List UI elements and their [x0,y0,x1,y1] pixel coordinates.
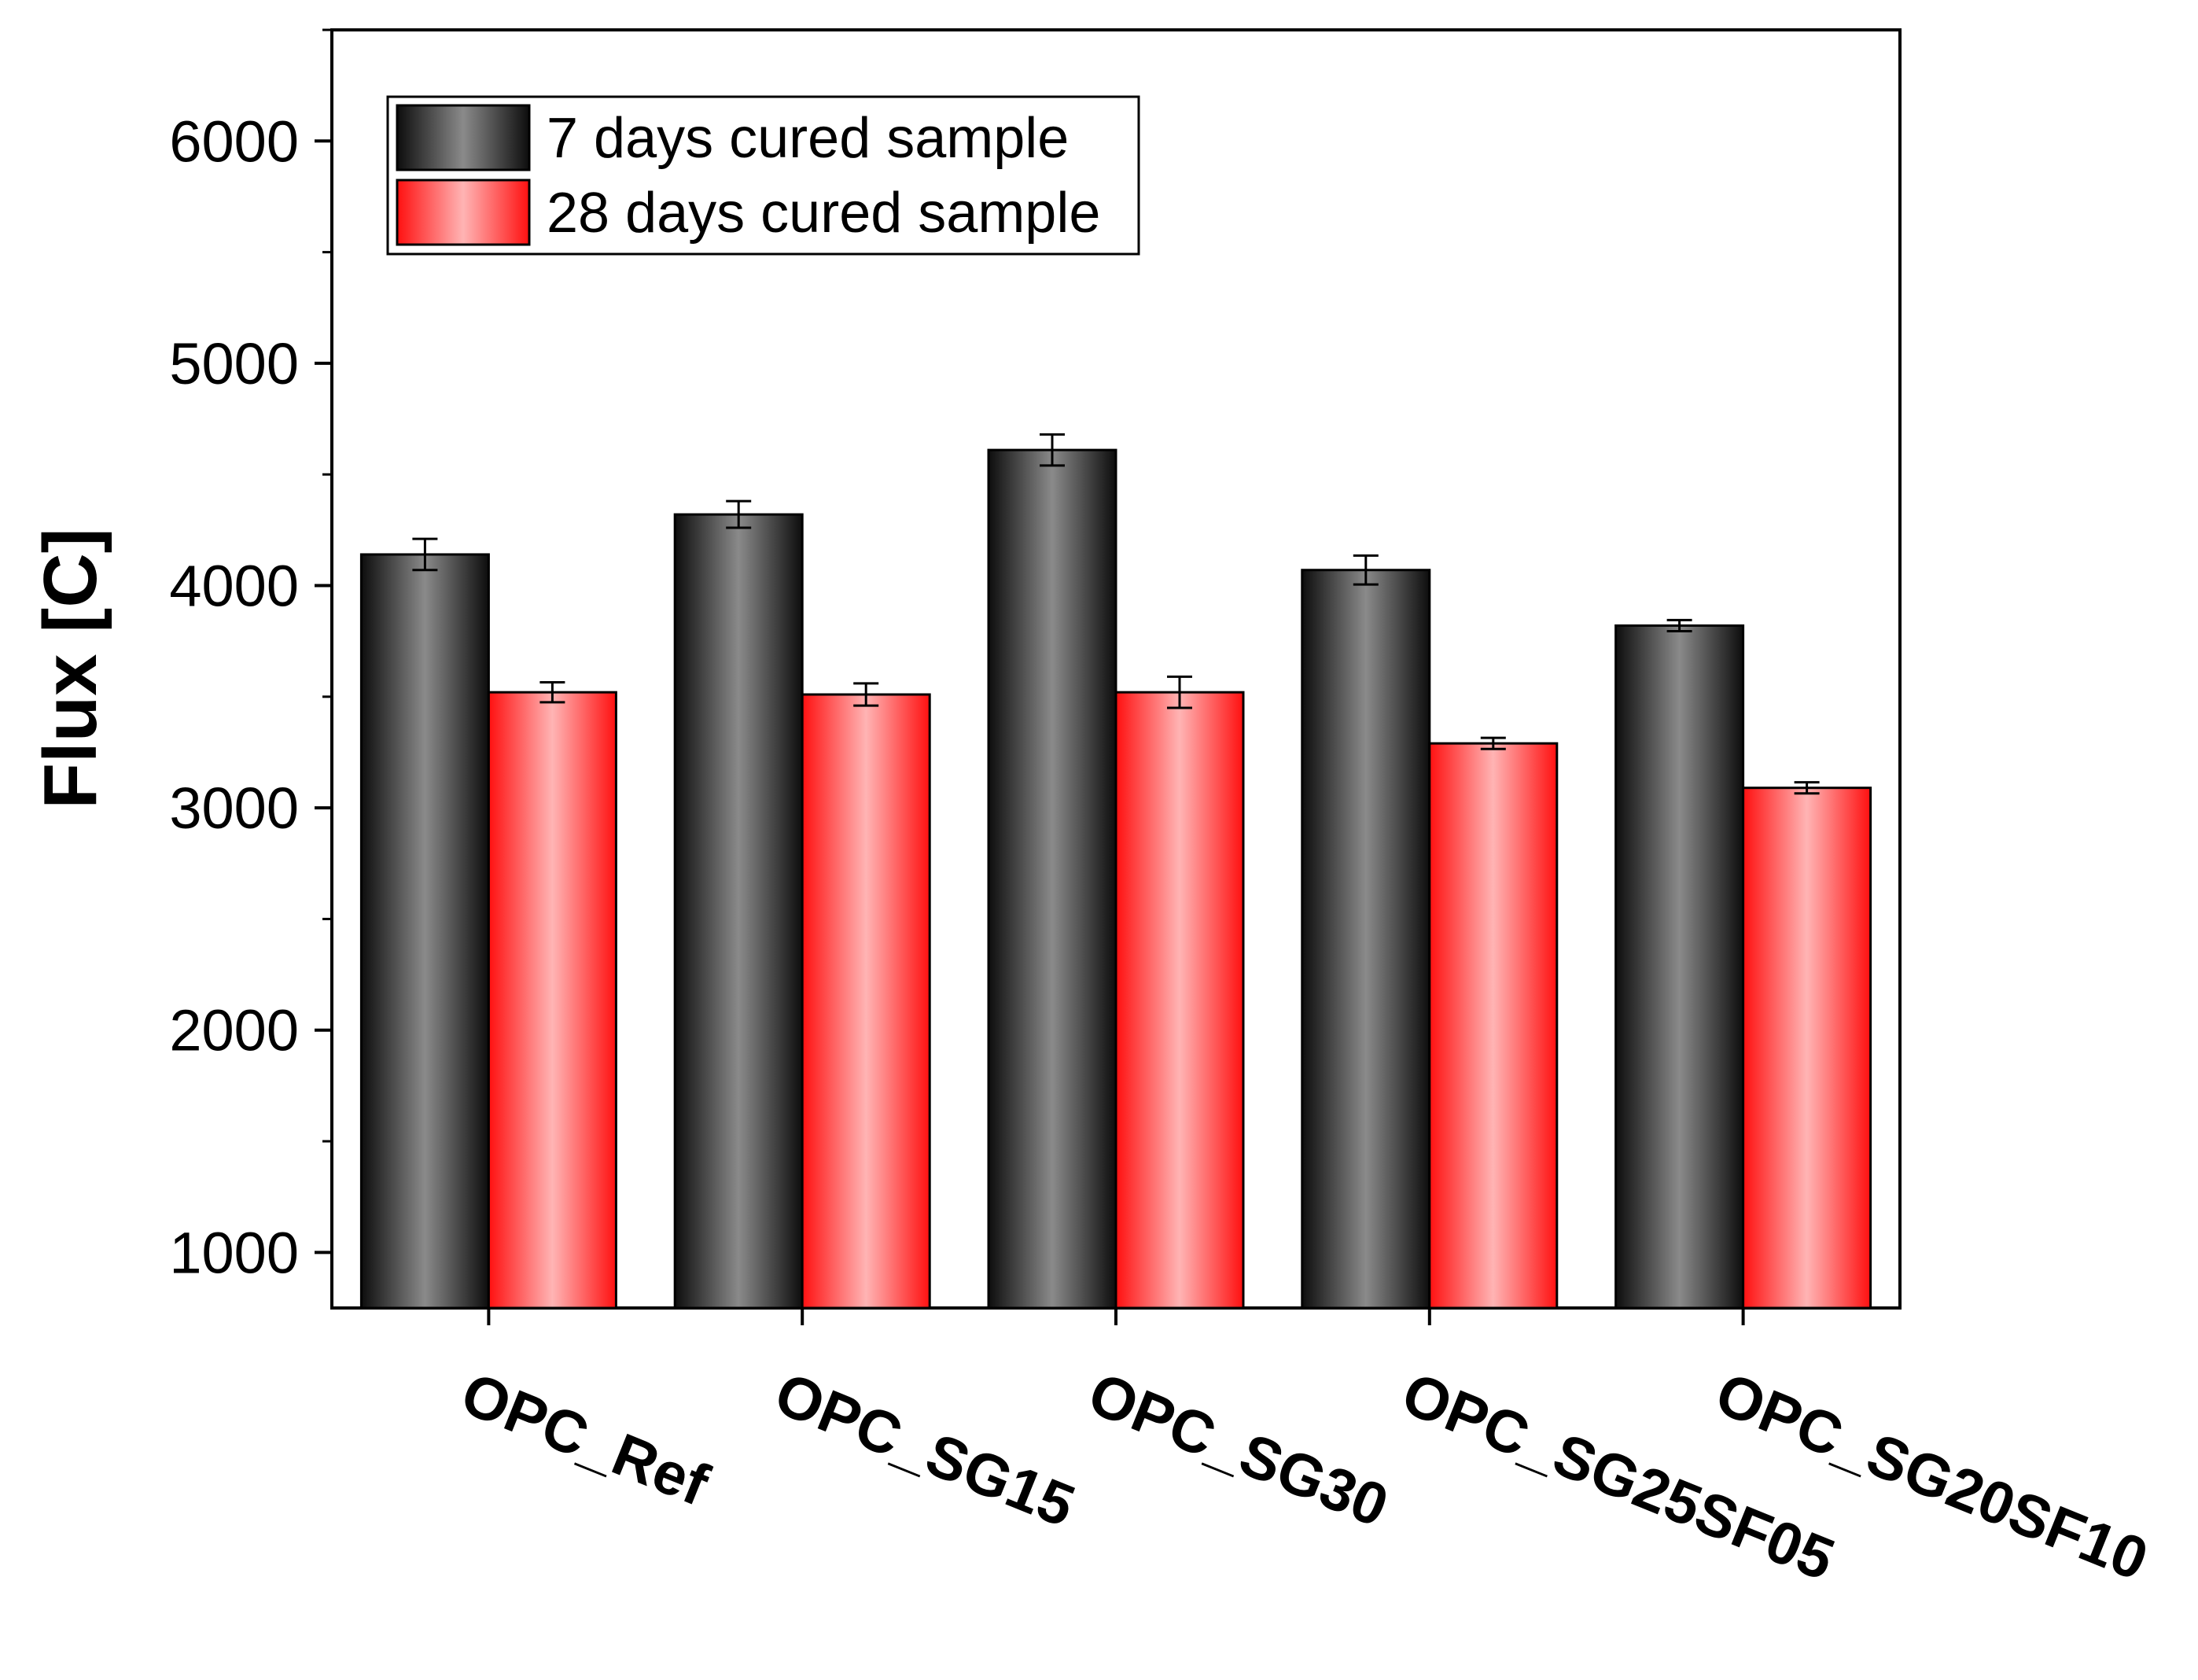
y-tick-label: 6000 [169,109,299,174]
error-bar-28d-opc-sg15 [853,682,879,707]
error-bar-28d-opc-sg30 [1167,675,1192,709]
legend-label-28-days: 28 days cured sample [547,182,1100,245]
y-tick-label: 2000 [169,998,299,1063]
bars-group [359,448,1872,1310]
bar-28d-opc-sg20sf10 [1742,787,1872,1310]
bar-7d-opc-sg30 [987,448,1117,1310]
y-tick-label: 3000 [169,776,299,841]
bar-7d-opc-sg20sf10 [1614,624,1745,1310]
x-axis: OPC_Ref OPC_SG15OPC_SG30OPC_SG25SF05OPC_S… [452,1308,2157,1593]
bar-28d-opc-sg15 [801,693,931,1310]
bar-28d-opc-sg30 [1114,691,1245,1310]
bar-7d-opc-sg15 [673,513,804,1310]
legend: 7 days cured sample 28 days cured sample [386,95,1140,256]
y-tick-label: 4000 [169,554,299,619]
y-axis: 1000 2000 3000 4000 5000 6000 [169,28,332,1285]
error-bar-7d-opc-sg25sf05 [1353,554,1379,586]
bar-28d-opc-ref [487,691,617,1310]
error-bars-group [412,433,1820,795]
error-bar-7d-opc-sg20sf10 [1666,618,1692,632]
error-bar-7d-opc-sg30 [1040,433,1065,467]
legend-label-7-days: 7 days cured sample [547,107,1069,170]
y-tick-label: 5000 [169,331,299,396]
error-bar-7d-opc-sg15 [726,499,752,529]
legend-swatch-7-days [396,104,531,171]
y-axis-title: Flux [C] [28,528,112,809]
y-tick-label: 1000 [169,1220,299,1285]
error-bar-28d-opc-sg25sf05 [1480,736,1506,750]
legend-swatch-28-days [396,179,531,246]
x-tick-label: OPC_SG30 [1080,1360,1397,1540]
x-tick-label: OPC_SG15 [766,1360,1084,1540]
bar-7d-opc-sg25sf05 [1301,569,1431,1310]
error-bar-28d-opc-sg20sf10 [1794,781,1820,795]
error-bar-7d-opc-ref [412,537,438,572]
error-bar-28d-opc-ref [539,680,565,704]
bar-7d-opc-ref [359,553,490,1310]
bar-28d-opc-sg25sf05 [1428,742,1559,1310]
x-tick-label: OPC_Ref [452,1360,718,1519]
